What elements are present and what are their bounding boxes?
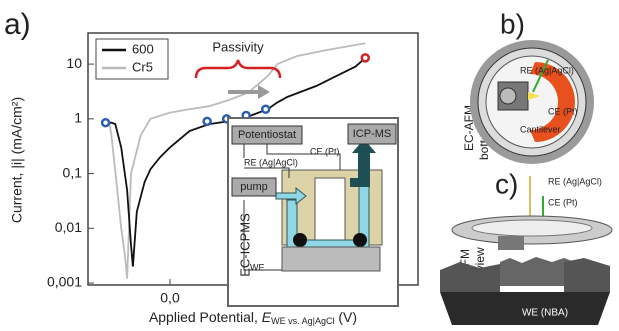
highlight-point xyxy=(360,53,371,63)
highlight-point xyxy=(100,117,111,128)
y-tick-label: 0,001 xyxy=(47,274,82,290)
label: EC-ICPMS xyxy=(237,213,252,277)
panel-c: c) EC-AFM side view RE (Ag|AgCl) CE (Pt)… xyxy=(440,168,613,325)
box xyxy=(347,123,397,145)
screw xyxy=(499,87,517,105)
surface xyxy=(440,258,610,292)
label: RE (Ag|AgCl) xyxy=(244,157,298,167)
annotation: Passivity xyxy=(212,39,264,54)
arrow xyxy=(228,85,270,99)
legend-label: 600 xyxy=(132,41,154,56)
outlet xyxy=(350,139,376,187)
y-tick-label: 0,1 xyxy=(63,164,83,180)
box xyxy=(231,177,277,197)
label: pump xyxy=(240,181,268,193)
panel-label: c) xyxy=(495,168,518,199)
y-tick-label: 1 xyxy=(74,110,82,126)
label: RE (Ag|AgCl) xyxy=(520,65,574,75)
label: WE (NBA) xyxy=(522,308,568,319)
legend-box xyxy=(95,38,169,80)
brace xyxy=(194,59,282,79)
ce-electrode xyxy=(530,62,575,142)
line xyxy=(105,57,366,267)
y-axis-label: Current, |i| (mA/cm²) xyxy=(9,97,25,223)
x-tick-label: 0,0 xyxy=(160,290,180,306)
highlight-point xyxy=(260,104,271,114)
highlight-point xyxy=(202,116,212,127)
cell-core xyxy=(314,177,346,241)
label: CE (Pt) xyxy=(310,146,340,156)
label: CE (Pt) xyxy=(548,197,578,207)
cantilever xyxy=(528,92,540,100)
panel-label: a) xyxy=(4,8,31,41)
panel-b: b) EC-AFM bottom view RE (Ag|AgCl) CE (P… xyxy=(462,8,594,164)
we-base xyxy=(281,246,381,272)
label: RE (Ag|AgCl) xyxy=(548,176,602,186)
disk xyxy=(471,219,593,237)
y-tick-label: 0,01 xyxy=(55,219,82,235)
legend-label: Cr5 xyxy=(132,59,153,74)
panel-label: b) xyxy=(500,8,525,39)
oring xyxy=(353,233,367,247)
inset: Potentiostat ICP-MS pump CE (Pt) RE (Ag|… xyxy=(227,117,399,307)
oring xyxy=(293,233,307,247)
label: CE (Pt) xyxy=(548,106,578,116)
label: WE xyxy=(250,262,265,272)
we-base xyxy=(440,292,610,325)
re-wire xyxy=(532,59,549,93)
inlet-arrow xyxy=(275,186,307,206)
x-axis-label: Applied Potential, EWE vs. Ag|AgCl (V) xyxy=(149,309,357,327)
label: Potentiostat xyxy=(238,129,296,141)
label: ICP-MS xyxy=(353,128,392,140)
y-tick-label: 10 xyxy=(66,55,82,71)
holder xyxy=(498,236,524,250)
wire xyxy=(243,144,341,271)
label: Cantilever xyxy=(520,124,561,134)
